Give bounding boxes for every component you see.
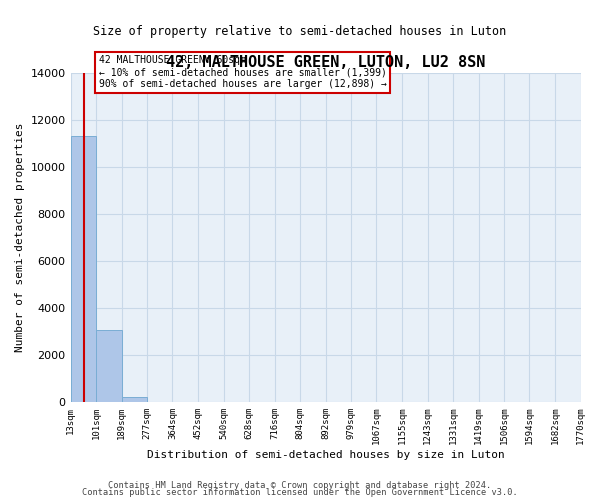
Text: 42 MALTHOUSE GREEN: 60sqm
← 10% of semi-detached houses are smaller (1,399)
90% : 42 MALTHOUSE GREEN: 60sqm ← 10% of semi-… [98, 56, 386, 88]
Text: Contains public sector information licensed under the Open Government Licence v3: Contains public sector information licen… [82, 488, 518, 497]
Bar [122, 398, 147, 402]
Text: Contains HM Land Registry data © Crown copyright and database right 2024.: Contains HM Land Registry data © Crown c… [109, 480, 491, 490]
Text: Size of property relative to semi-detached houses in Luton: Size of property relative to semi-detach… [94, 25, 506, 38]
Y-axis label: Number of semi-detached properties: Number of semi-detached properties [15, 122, 25, 352]
Bar [71, 136, 96, 402]
Title: 42, MALTHOUSE GREEN, LUTON, LU2 8SN: 42, MALTHOUSE GREEN, LUTON, LU2 8SN [166, 55, 485, 70]
Bar [96, 330, 122, 402]
X-axis label: Distribution of semi-detached houses by size in Luton: Distribution of semi-detached houses by … [146, 450, 505, 460]
